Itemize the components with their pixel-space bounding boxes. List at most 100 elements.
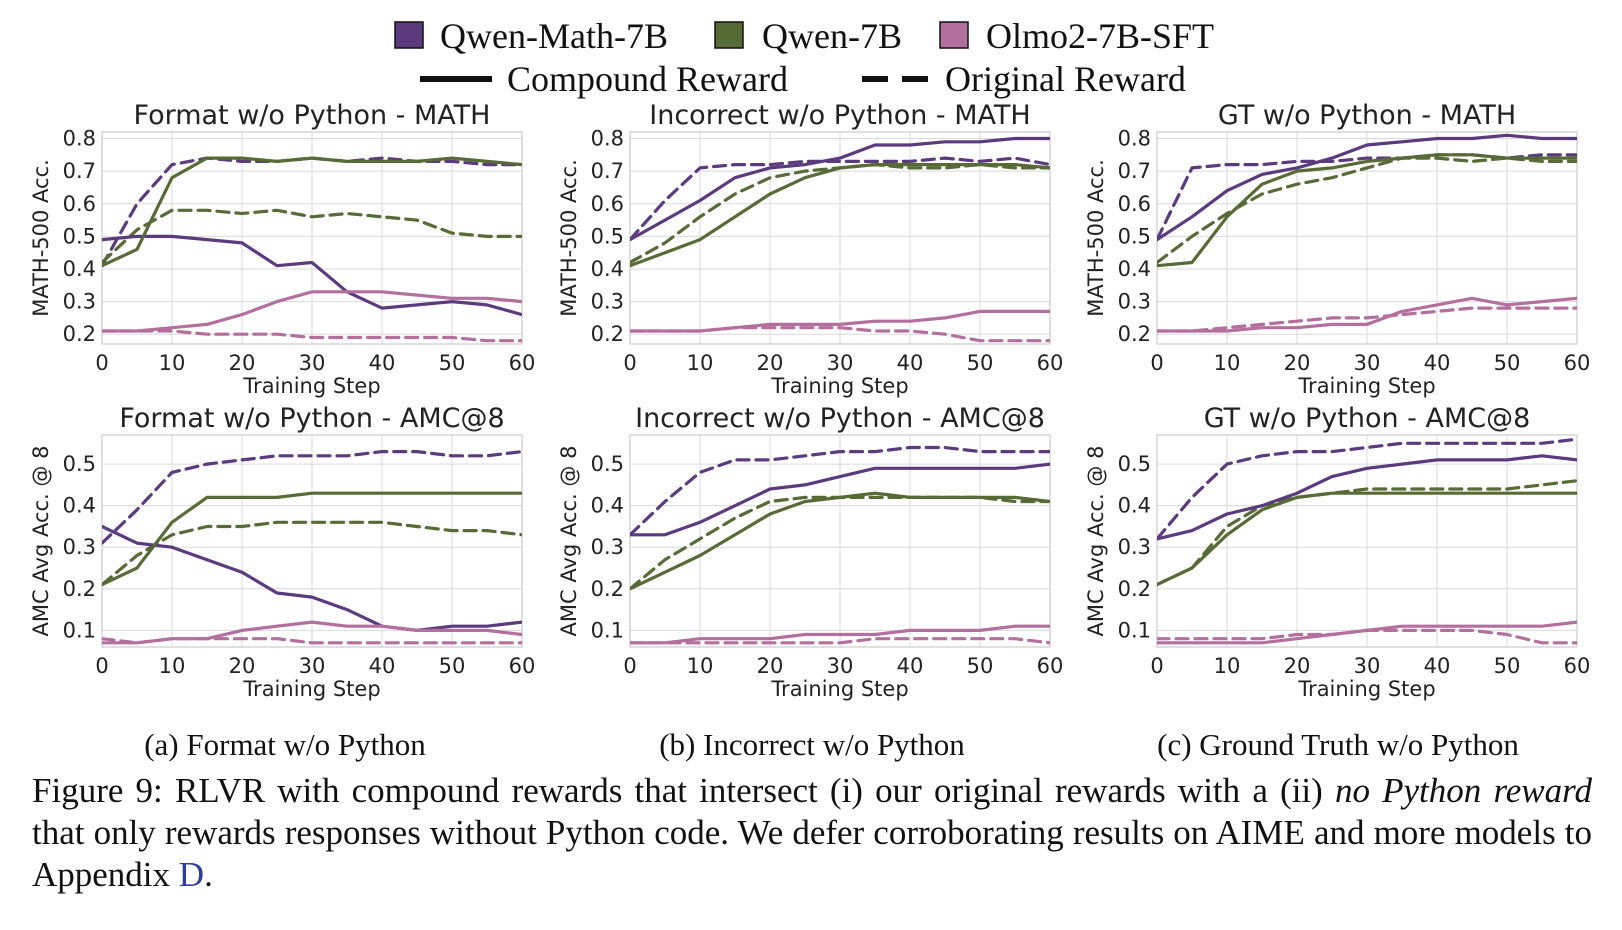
y-tick-label: 0.3 <box>1118 290 1151 314</box>
series-line-compound-reward <box>102 156 522 268</box>
x-tick-label: 30 <box>827 654 854 678</box>
x-tick-label: 20 <box>1284 654 1311 678</box>
figure: Qwen-Math-7B Qwen-7B Olmo2-7B-SFT Compou… <box>29 16 1591 762</box>
x-tick-label: 30 <box>299 351 326 375</box>
x-tick-label: 0 <box>95 351 108 375</box>
chart-panel: 0 10 20 30 40 50 60 0.1 0.2 0.3 0.4 0.5 GT w/o Pytho… <box>1084 403 1590 701</box>
y-tick-label: 0.3 <box>63 290 96 314</box>
series-line-original-reward <box>102 520 522 587</box>
x-tick-label: 10 <box>1214 654 1241 678</box>
x-tick-label: 10 <box>1214 351 1241 375</box>
x-tick-label: 40 <box>897 654 924 678</box>
x-tick-label: 0 <box>1150 654 1163 678</box>
series-line-compound-reward <box>102 234 522 317</box>
legend-model-entry: Qwen-7B <box>714 16 902 56</box>
legend-model-entry: Olmo2-7B-SFT <box>939 16 1214 56</box>
figure-caption: Figure 9: RLVR with compound rewards tha… <box>32 770 1592 896</box>
x-tick-label: 60 <box>1037 654 1064 678</box>
y-tick-label: 0.7 <box>63 159 96 183</box>
x-tick-label: 40 <box>369 654 396 678</box>
y-tick-label: 0.2 <box>591 322 624 346</box>
x-tick-label: 10 <box>687 654 714 678</box>
y-tick-label: 0.3 <box>591 290 624 314</box>
caption-text: Figure 9: RLVR with compound rewards tha… <box>32 771 1335 810</box>
x-axis-label: Training Step <box>242 677 380 701</box>
series-line-compound-reward <box>1157 153 1577 268</box>
y-tick-label: 0.8 <box>1118 127 1151 151</box>
x-axis-label: Training Step <box>1297 374 1435 398</box>
y-tick-label: 0.8 <box>63 127 96 151</box>
x-tick-label: 60 <box>509 351 536 375</box>
series-group <box>102 156 522 343</box>
series-line-compound-reward <box>630 163 1050 268</box>
x-tick-label: 40 <box>369 351 396 375</box>
series-line-compound-reward <box>630 309 1050 333</box>
x-tick-label: 20 <box>229 351 256 375</box>
series-line-compound-reward <box>1157 454 1577 541</box>
series-line-original-reward <box>630 445 1050 537</box>
x-tick-label: 0 <box>623 654 636 678</box>
chart-panel: 0 10 20 30 40 50 60 0.2 0.3 0.4 0.5 0.6 0.7 0.8 Incorr… <box>557 100 1063 398</box>
x-tick-label: 20 <box>757 351 784 375</box>
legend-label: Qwen-Math-7B <box>440 16 668 56</box>
y-tick-label: 0.4 <box>1118 494 1151 518</box>
series-line-compound-reward <box>630 491 1050 591</box>
x-tick-label: 30 <box>299 654 326 678</box>
y-tick-label: 0.2 <box>63 322 96 346</box>
legend-model-entry: Qwen-Math-7B <box>394 16 668 56</box>
x-tick-label: 10 <box>159 654 186 678</box>
y-tick-label: 0.4 <box>1118 257 1151 281</box>
x-tick-label: 50 <box>439 654 466 678</box>
series-line-original-reward <box>630 637 1050 645</box>
x-tick-label: 60 <box>1564 351 1591 375</box>
y-tick-label: 0.6 <box>63 192 96 216</box>
x-tick-label: 20 <box>229 654 256 678</box>
y-tick-label: 0.2 <box>1118 322 1151 346</box>
x-axis-label: Training Step <box>242 374 380 398</box>
series-line-original-reward <box>102 208 522 265</box>
legend-swatch <box>714 21 744 49</box>
y-tick-label: 0.5 <box>591 224 624 248</box>
series-line-original-reward <box>1157 153 1577 242</box>
series-group <box>1157 133 1577 333</box>
sub-caption-b: (b) Incorrect w/o Python <box>659 727 965 762</box>
chart-panel: 0 10 20 30 40 50 60 0.1 0.2 0.3 0.4 0.5 Format w/o P… <box>29 403 535 701</box>
legend-style-entry: Compound Reward <box>420 59 788 99</box>
x-tick-label: 40 <box>1424 351 1451 375</box>
y-axis-label: MATH-500 Acc. <box>1084 159 1108 317</box>
x-tick-label: 30 <box>1354 654 1381 678</box>
chart-panel: 0 10 20 30 40 50 60 0.2 0.3 0.4 0.5 0.6 0.7 0.8 Format… <box>29 100 535 398</box>
panel-title: Incorrect w/o Python - MATH <box>649 100 1030 131</box>
x-tick-label: 40 <box>1424 654 1451 678</box>
series-line-compound-reward <box>1157 296 1577 333</box>
y-axis-label: MATH-500 Acc. <box>29 159 53 317</box>
y-tick-label: 0.3 <box>63 535 96 559</box>
series-line-compound-reward <box>630 462 1050 537</box>
y-tick-label: 0.8 <box>591 127 624 151</box>
series-line-original-reward <box>102 450 522 545</box>
x-tick-label: 50 <box>1494 351 1521 375</box>
x-tick-label: 50 <box>439 351 466 375</box>
x-tick-label: 50 <box>967 654 994 678</box>
legend: Qwen-Math-7B Qwen-7B Olmo2-7B-SFT Compou… <box>394 16 1214 99</box>
y-tick-label: 0.5 <box>591 452 624 476</box>
sub-caption-a: (a) Format w/o Python <box>144 727 426 762</box>
legend-swatch <box>394 21 424 49</box>
series-line-compound-reward <box>102 491 522 587</box>
legend-label: Compound Reward <box>507 59 788 99</box>
series-line-original-reward <box>630 156 1050 242</box>
series-line-compound-reward <box>1157 620 1577 645</box>
y-tick-label: 0.3 <box>591 535 624 559</box>
x-tick-label: 60 <box>1564 654 1591 678</box>
x-tick-label: 0 <box>1150 351 1163 375</box>
appendix-link[interactable]: D <box>178 855 205 894</box>
x-tick-label: 10 <box>687 351 714 375</box>
series-line-original-reward <box>1157 306 1577 333</box>
y-axis-label: AMC Avg Acc. @ 8 <box>557 446 581 637</box>
x-tick-label: 20 <box>1284 351 1311 375</box>
panel-title: Format w/o Python - AMC@8 <box>119 403 504 434</box>
y-tick-label: 0.7 <box>1118 159 1151 183</box>
panel-title: GT w/o Python - AMC@8 <box>1204 403 1531 434</box>
x-tick-label: 60 <box>1037 351 1064 375</box>
series-group <box>630 445 1050 645</box>
